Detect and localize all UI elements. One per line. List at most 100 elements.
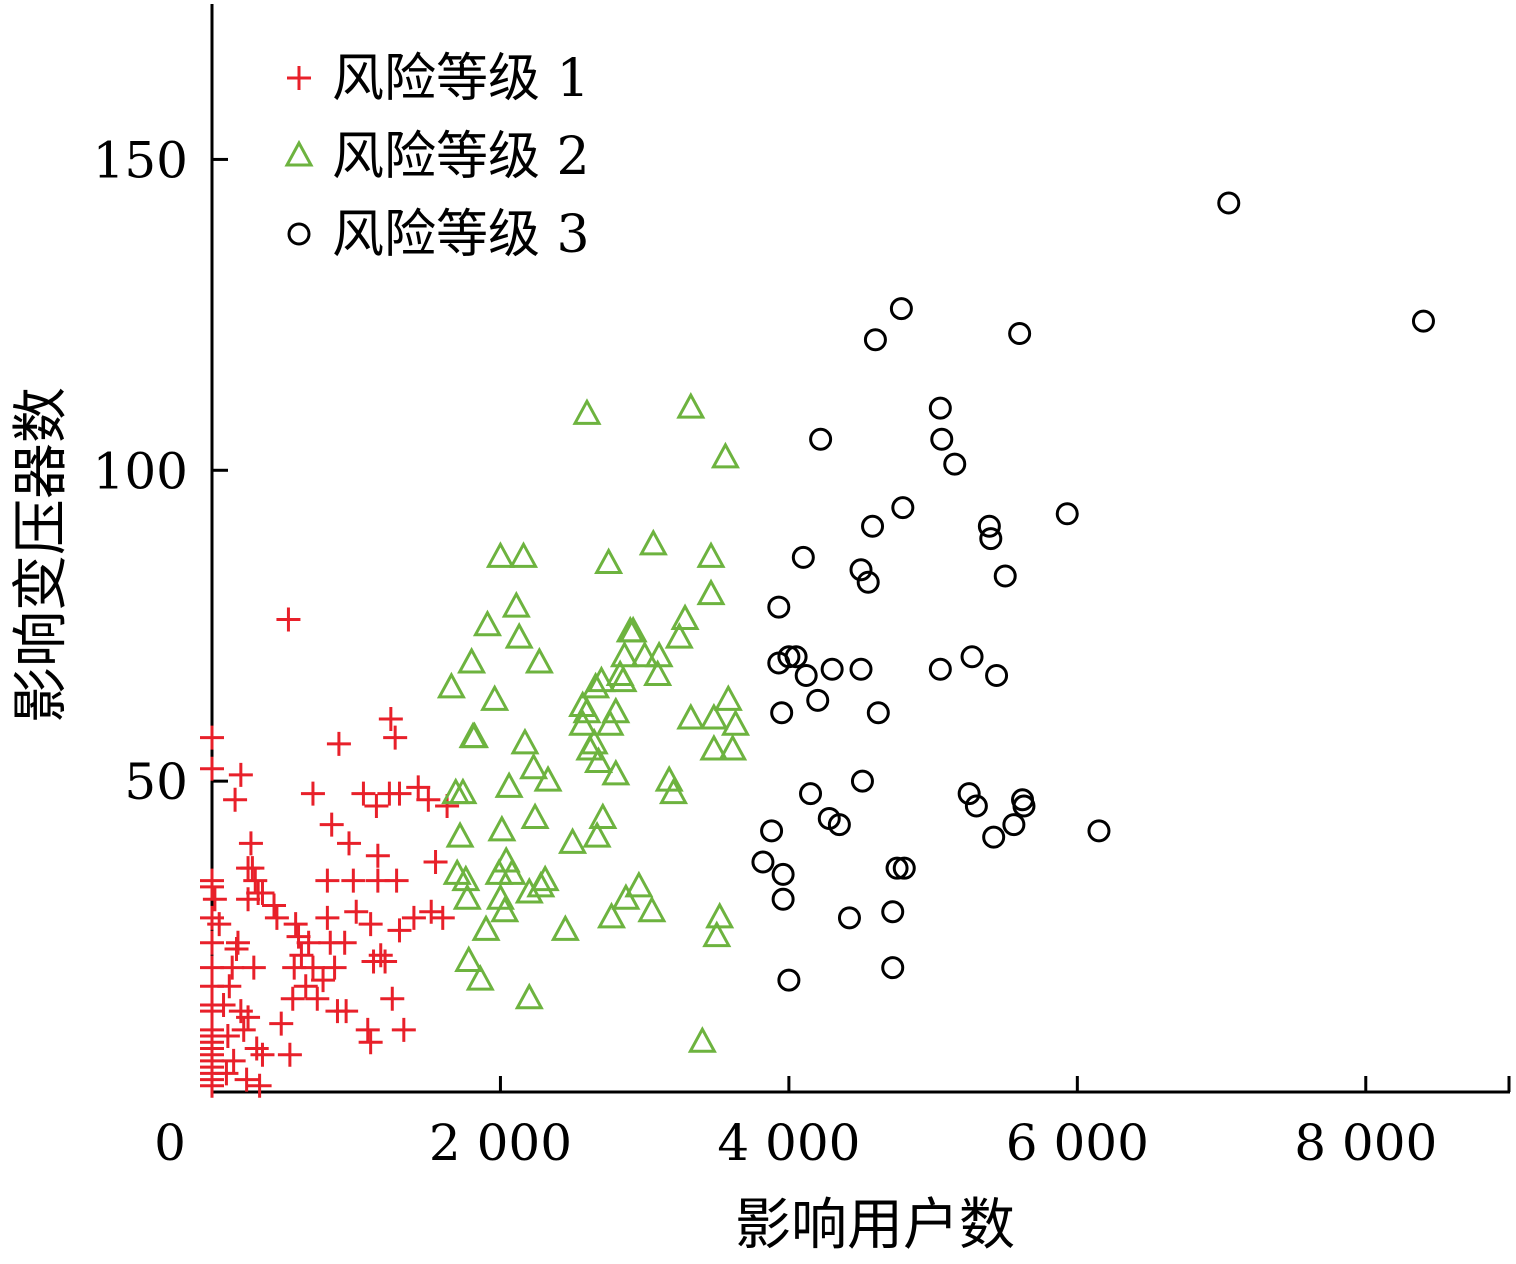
data-point: [471, 914, 501, 941]
data-point: [608, 665, 638, 693]
data-point: [849, 657, 873, 681]
data-point: [459, 721, 490, 749]
data-point: [497, 858, 527, 885]
data-point: [315, 905, 340, 930]
y-axis-ticks: 50 100 150: [93, 131, 228, 811]
data-point: [472, 609, 502, 637]
data-point: [643, 659, 673, 686]
data-point: [200, 725, 224, 750]
data-point: [236, 887, 261, 912]
data-point: [200, 930, 224, 955]
data-point: [702, 920, 732, 948]
data-point: [644, 640, 674, 668]
data-point: [276, 607, 301, 632]
data-point: [250, 1042, 275, 1067]
series-2: [436, 391, 751, 1053]
data-point: [238, 831, 263, 856]
data-point: [225, 930, 250, 955]
data-point: [601, 696, 631, 724]
data-point: [664, 622, 694, 649]
data-point: [220, 955, 245, 980]
data-point: [637, 895, 667, 923]
data-point: [351, 781, 376, 806]
data-point: [1087, 819, 1111, 843]
data-point: [378, 706, 403, 731]
data-point: [979, 527, 1003, 551]
data-point: [885, 856, 909, 880]
data-point: [358, 1030, 383, 1055]
data-point: [601, 758, 631, 786]
data-point: [452, 883, 482, 910]
data-point: [445, 820, 475, 848]
y-tick-label: 150: [93, 131, 188, 189]
data-points: [200, 191, 1435, 1098]
data-point: [319, 812, 344, 837]
data-point: [1217, 191, 1241, 215]
data-point: [638, 528, 668, 556]
data-point: [300, 781, 325, 806]
data-point: [504, 622, 534, 649]
data-point: [311, 968, 336, 993]
data-point: [1002, 813, 1026, 837]
data-point: [305, 986, 330, 1011]
data-point: [658, 777, 689, 805]
data-point: [866, 701, 890, 725]
data-point: [480, 684, 510, 711]
data-point: [891, 496, 915, 520]
x-axis-title: 影响用户数: [735, 1193, 1015, 1258]
data-point: [809, 427, 833, 451]
data-point: [581, 671, 611, 699]
data-point: [334, 999, 359, 1024]
data-point: [207, 912, 232, 937]
data-point: [696, 541, 726, 568]
data-point: [850, 769, 874, 793]
x-tick-label: 0: [154, 1114, 186, 1172]
y-tick-label: 100: [93, 442, 188, 500]
series-1: [200, 607, 460, 1098]
data-point: [217, 974, 242, 999]
data-point: [293, 974, 318, 999]
data-point: [930, 427, 954, 451]
data-point: [391, 1017, 416, 1042]
data-point: [337, 831, 362, 856]
data-point: [771, 887, 795, 911]
data-point: [1008, 322, 1032, 346]
data-point: [687, 1026, 717, 1053]
data-point: [485, 541, 515, 568]
data-point: [760, 819, 784, 843]
data-point: [784, 645, 808, 669]
x-tick-label: 2 000: [429, 1114, 572, 1172]
legend: 风险等级 1 风险等级 2 风险等级 3: [284, 49, 590, 265]
data-point: [550, 914, 580, 941]
data-point: [630, 640, 660, 668]
data-point: [609, 640, 640, 668]
data-point: [315, 868, 340, 893]
data-point: [200, 955, 224, 980]
data-point: [250, 881, 275, 906]
data-point: [705, 901, 735, 929]
x-tick-label: 6 000: [1006, 1114, 1149, 1172]
data-point: [982, 825, 1006, 849]
data-point: [572, 398, 602, 425]
legend-item-3: 风险等级 3: [287, 205, 590, 265]
data-point: [957, 782, 981, 806]
data-point: [423, 849, 448, 874]
data-point: [533, 765, 563, 792]
data-point: [586, 665, 616, 693]
data-point: [1012, 794, 1036, 818]
data-point: [791, 545, 815, 569]
data-point: [231, 1017, 256, 1042]
data-point: [384, 868, 409, 893]
data-point: [380, 986, 405, 1011]
y-axis-title: 影响变压器数: [9, 387, 74, 723]
data-point: [519, 752, 549, 780]
data-point: [889, 297, 913, 321]
legend-label: 风险等级 2: [332, 127, 590, 187]
data-point: [520, 802, 550, 829]
data-point: [618, 615, 648, 643]
data-point: [277, 1042, 302, 1067]
data-point: [771, 862, 795, 886]
data-point: [720, 709, 751, 736]
data-point: [244, 1036, 269, 1061]
series-3: [751, 191, 1435, 992]
